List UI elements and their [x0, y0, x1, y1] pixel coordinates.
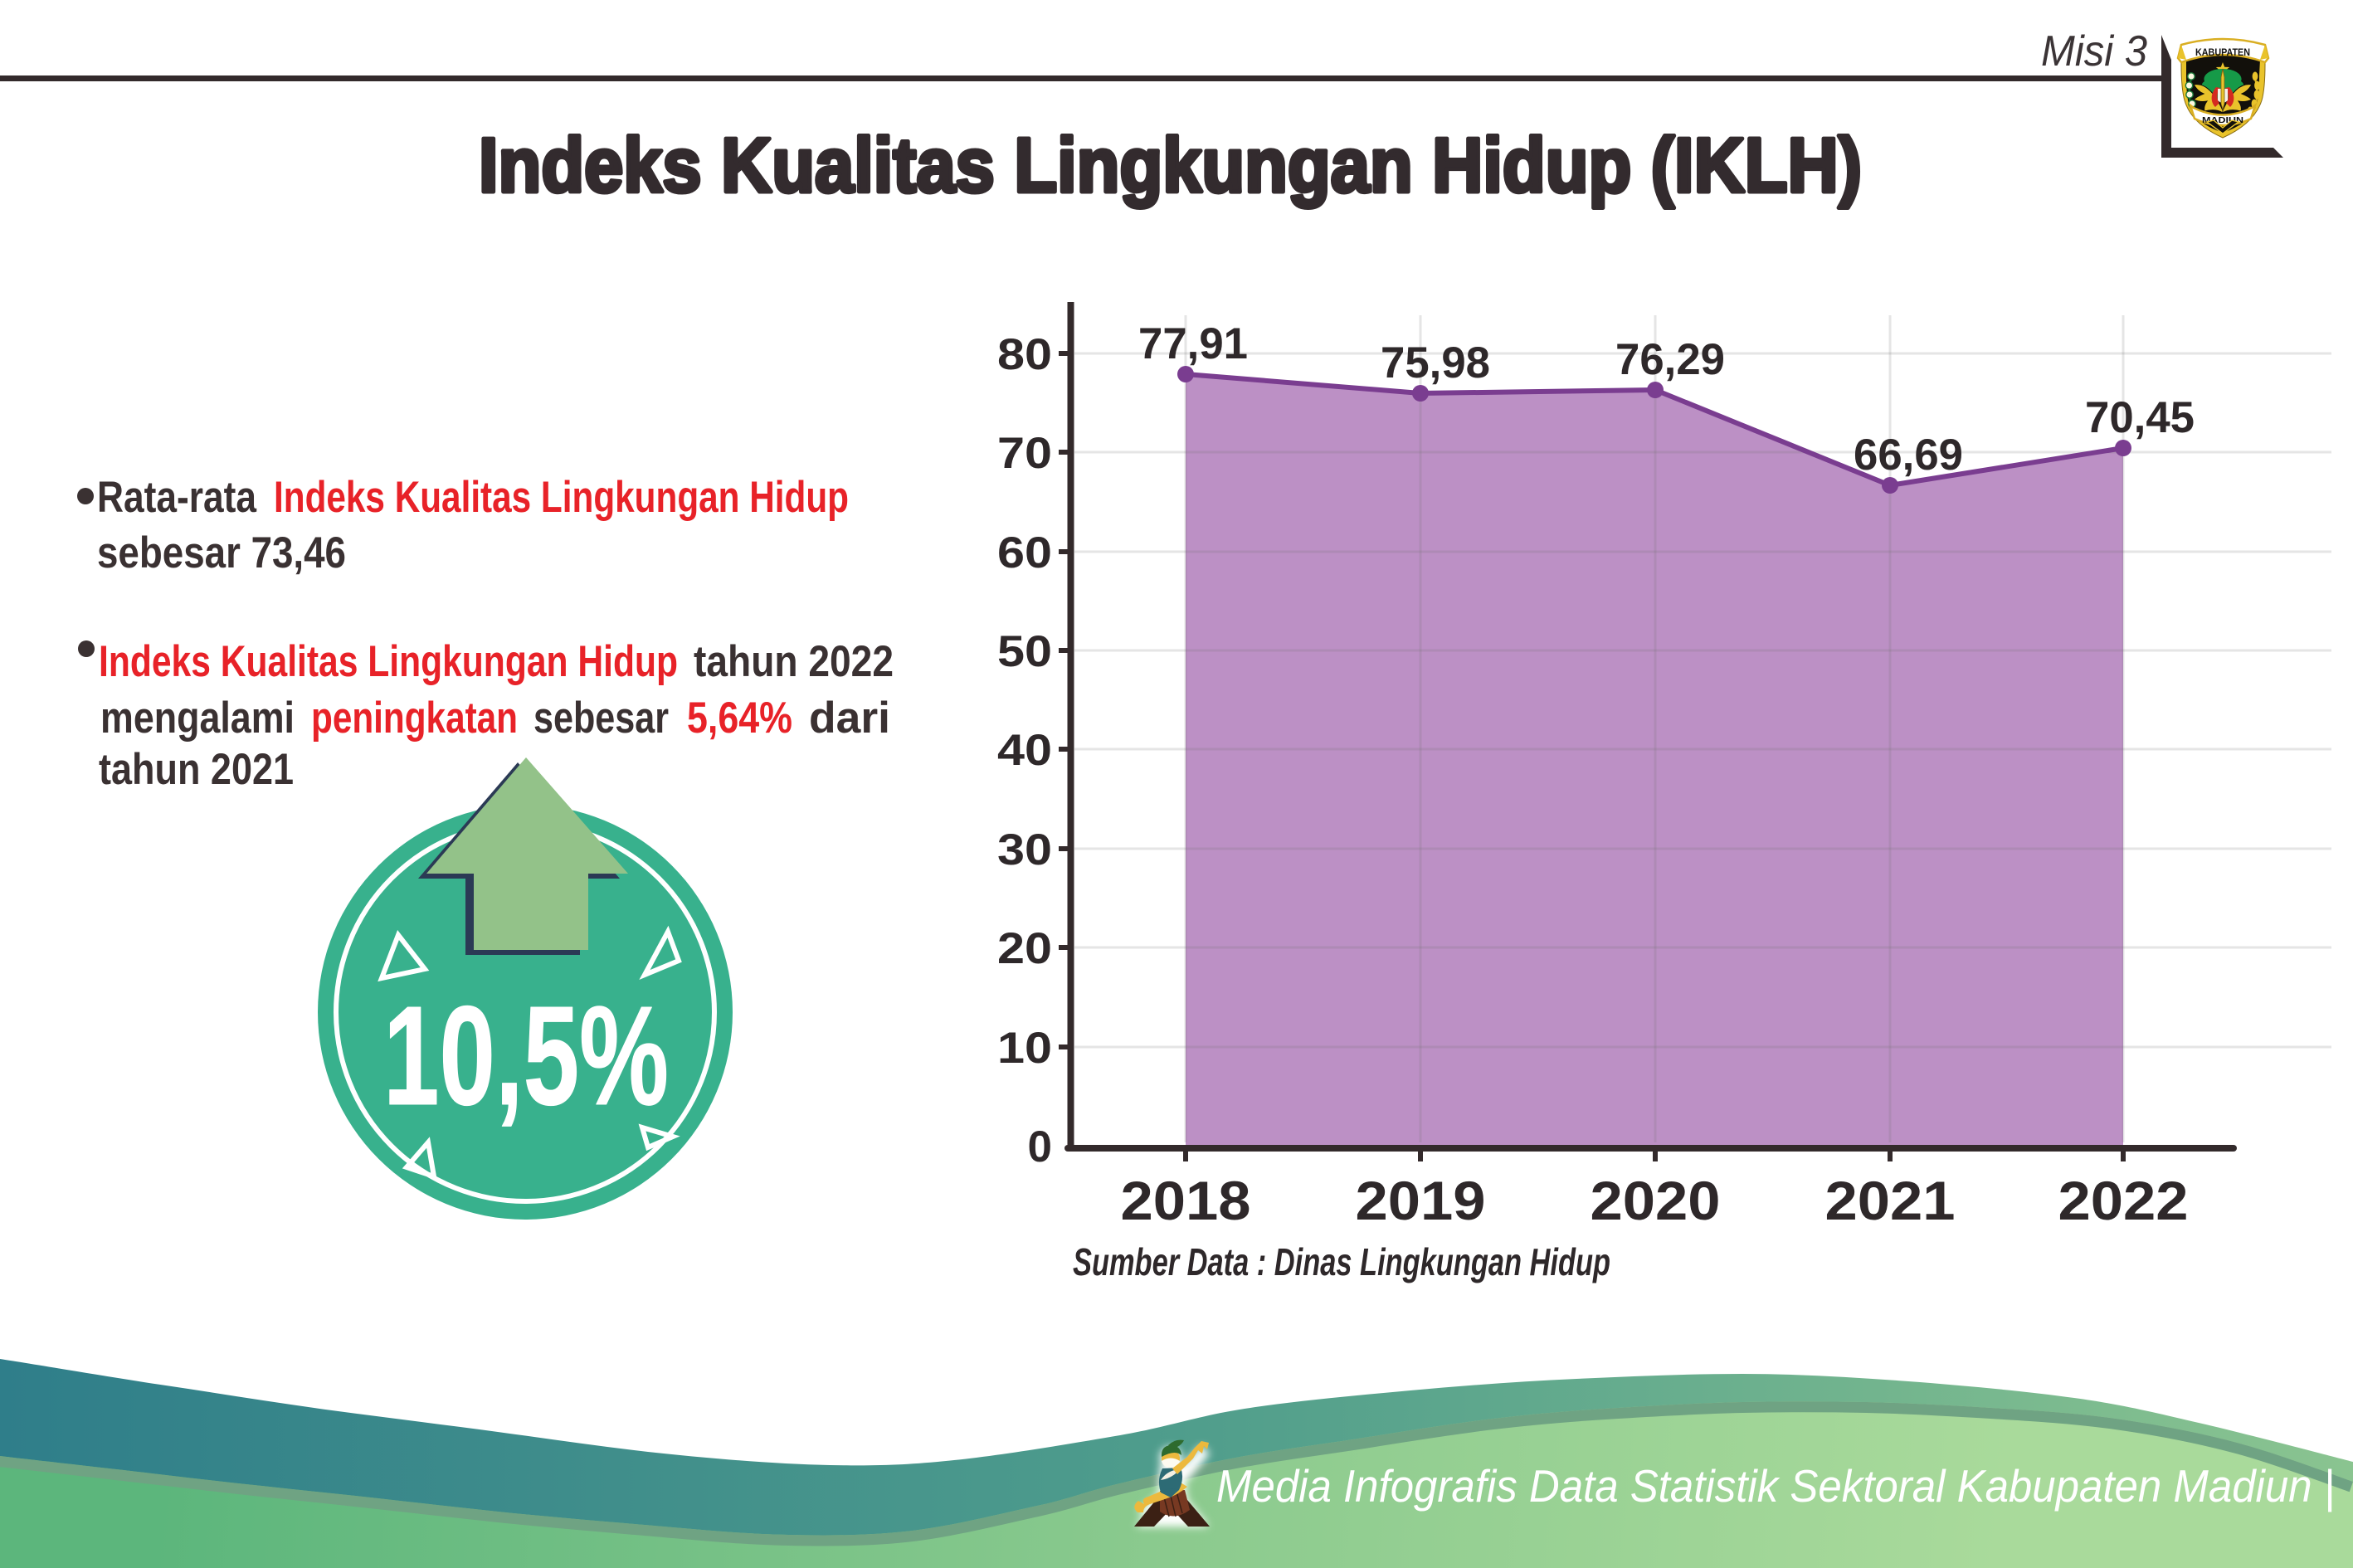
- svg-text:2022: 2022: [2058, 1170, 2189, 1231]
- svg-text:2019: 2019: [1356, 1170, 1486, 1231]
- svg-text:80: 80: [997, 330, 1052, 379]
- svg-text:2018: 2018: [1121, 1170, 1251, 1231]
- svg-text:peningkatan: peningkatan: [311, 694, 518, 743]
- svg-text:10,5%: 10,5%: [383, 977, 669, 1135]
- svg-text:0: 0: [1028, 1122, 1052, 1171]
- svg-text:Misi 3: Misi 3: [2041, 27, 2147, 75]
- svg-text:70,45: 70,45: [2085, 393, 2195, 442]
- svg-text:70: 70: [997, 429, 1052, 478]
- svg-text:Rata-rata: Rata-rata: [97, 473, 256, 522]
- svg-text:66,69: 66,69: [1854, 431, 1963, 480]
- svg-text:sebesar: sebesar: [533, 694, 669, 743]
- svg-text:75,98: 75,98: [1381, 338, 1490, 387]
- svg-text:2020: 2020: [1591, 1170, 1721, 1231]
- svg-text:mengalami: mengalami: [100, 694, 295, 743]
- svg-text:2021: 2021: [1825, 1170, 1956, 1231]
- svg-text:Indeks Kualitas Lingkungan Hid: Indeks Kualitas Lingkungan Hidup: [274, 473, 849, 522]
- svg-text:10: 10: [997, 1024, 1052, 1073]
- svg-text:60: 60: [997, 528, 1052, 577]
- svg-text:20: 20: [997, 924, 1052, 973]
- svg-text:76,29: 76,29: [1615, 335, 1725, 384]
- svg-text:KABUPATEN: KABUPATEN: [2195, 46, 2250, 58]
- svg-text:tahun 2021: tahun 2021: [99, 745, 294, 794]
- svg-text:30: 30: [997, 825, 1052, 874]
- svg-text:Indeks Kualitas Lingkungan Hid: Indeks Kualitas Lingkungan Hidup (IKLH): [479, 122, 1862, 208]
- svg-text:Sumber Data : Dinas Lingkungan: Sumber Data : Dinas Lingkungan Hidup: [1073, 1240, 1610, 1283]
- svg-text:40: 40: [997, 726, 1052, 775]
- svg-text:Media Infografis Data Statisti: Media Infografis Data Statistik Sektoral…: [1216, 1460, 2335, 1512]
- svg-text:5,64%: 5,64%: [687, 694, 792, 743]
- svg-text:77,91: 77,91: [1138, 319, 1248, 368]
- svg-text:50: 50: [997, 627, 1052, 676]
- svg-text:sebesar 73,46: sebesar 73,46: [97, 528, 346, 577]
- svg-text:dari: dari: [809, 694, 890, 743]
- svg-text:MADIUN: MADIUN: [2202, 115, 2243, 125]
- svg-text:tahun 2022: tahun 2022: [694, 637, 894, 686]
- svg-text:Indeks Kualitas Lingkungan Hid: Indeks Kualitas Lingkungan Hidup: [99, 637, 678, 686]
